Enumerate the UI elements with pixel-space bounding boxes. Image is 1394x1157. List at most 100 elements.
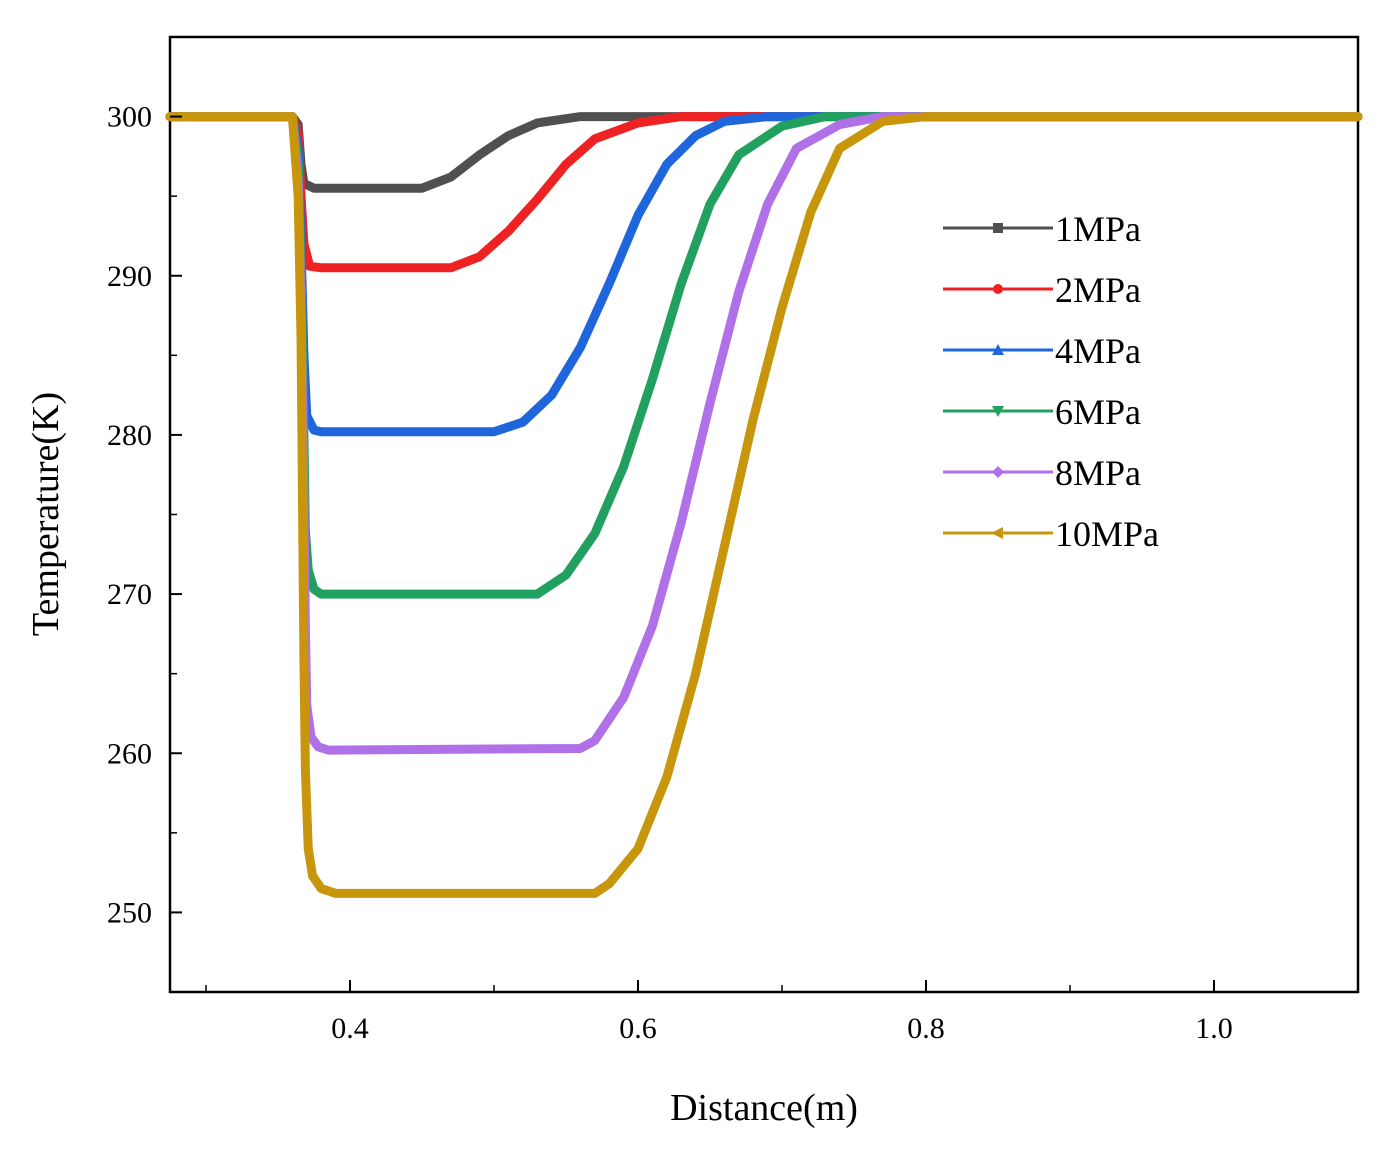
y-tick-label: 270 bbox=[107, 578, 152, 611]
data-point bbox=[533, 195, 542, 204]
series-layer bbox=[165, 112, 1363, 898]
data-point bbox=[590, 889, 599, 898]
plot-area: 0.4 0.6 0.8 1.0 250 260 270 280 290 300 bbox=[107, 35, 1363, 1045]
data-point bbox=[504, 227, 513, 236]
data-point bbox=[605, 879, 614, 888]
legend-item: 6MPa bbox=[943, 392, 1141, 432]
data-point bbox=[590, 736, 599, 745]
data-point bbox=[662, 773, 671, 782]
data-point bbox=[677, 518, 686, 527]
data-point bbox=[706, 399, 714, 408]
data-point bbox=[317, 427, 326, 436]
data-point bbox=[619, 693, 628, 702]
y-tick-label: 250 bbox=[107, 896, 152, 929]
data-point bbox=[706, 200, 714, 209]
y-tick-label: 300 bbox=[107, 101, 152, 134]
y-tick-label: 290 bbox=[107, 260, 152, 293]
data-point bbox=[562, 570, 570, 579]
data-point bbox=[310, 426, 318, 435]
legend-item: 8MPa bbox=[943, 453, 1141, 493]
legend-item: 2MPa bbox=[943, 270, 1141, 310]
data-point bbox=[418, 184, 426, 193]
data-point bbox=[297, 335, 306, 344]
x-axis-title: Distance(m) bbox=[670, 1087, 858, 1129]
legend-label: 8MPa bbox=[1055, 453, 1141, 493]
legend: 1MPa 2MPa 4MPa 6MPa 8MPa 10MPa bbox=[943, 209, 1159, 554]
data-point bbox=[310, 585, 318, 594]
data-point bbox=[299, 653, 308, 662]
data-point bbox=[576, 112, 585, 121]
legend-marker-icon bbox=[991, 527, 1003, 539]
data-point bbox=[298, 494, 307, 503]
data-point bbox=[763, 200, 772, 209]
data-point bbox=[821, 112, 830, 121]
data-point bbox=[778, 122, 786, 131]
plot-frame bbox=[168, 35, 1360, 994]
data-point bbox=[490, 427, 498, 436]
data-point bbox=[792, 144, 801, 153]
data-point bbox=[835, 120, 844, 129]
legend-label: 4MPa bbox=[1055, 331, 1141, 371]
data-point bbox=[590, 134, 599, 143]
data-point bbox=[734, 287, 743, 296]
y-axis-ticks: 250 260 270 280 290 300 bbox=[107, 36, 182, 993]
data-point bbox=[576, 744, 585, 753]
x-axis-ticks: 0.4 0.6 0.8 1.0 bbox=[205, 980, 1359, 1045]
data-point bbox=[662, 160, 671, 169]
legend-marker-icon bbox=[992, 344, 1004, 355]
data-point bbox=[806, 208, 815, 217]
data-point bbox=[475, 150, 484, 159]
data-point bbox=[294, 192, 303, 201]
data-point bbox=[518, 418, 527, 427]
legend-marker-icon bbox=[993, 223, 1003, 233]
data-point bbox=[317, 263, 326, 272]
data-point bbox=[305, 262, 314, 271]
series-line bbox=[165, 112, 1363, 898]
legend-label: 2MPa bbox=[1055, 270, 1141, 310]
data-point bbox=[576, 343, 585, 352]
data-point bbox=[677, 279, 686, 288]
legend-marker-icon bbox=[993, 284, 1003, 294]
x-tick-label: 1.0 bbox=[1195, 1012, 1233, 1045]
data-point bbox=[619, 462, 628, 471]
y-tick-label: 260 bbox=[107, 737, 152, 770]
data-point bbox=[720, 542, 729, 551]
data-point bbox=[324, 746, 333, 755]
x-tick-label: 0.8 bbox=[907, 1012, 945, 1045]
data-point bbox=[648, 621, 657, 630]
data-point bbox=[533, 118, 542, 127]
data-point bbox=[562, 160, 570, 169]
legend-label: 10MPa bbox=[1055, 514, 1159, 554]
data-point bbox=[446, 263, 455, 272]
data-point bbox=[749, 415, 758, 423]
series-line bbox=[165, 112, 1363, 193]
data-point bbox=[317, 884, 326, 893]
series-1MPa bbox=[165, 112, 1363, 193]
data-point bbox=[677, 112, 686, 121]
data-point bbox=[734, 150, 743, 159]
data-point bbox=[922, 112, 930, 121]
data-point bbox=[835, 144, 844, 153]
data-point bbox=[634, 118, 642, 127]
legend-marker-icon bbox=[992, 466, 1004, 478]
data-point bbox=[691, 669, 700, 678]
y-tick-label: 280 bbox=[107, 419, 152, 452]
series-10MPa bbox=[165, 112, 1363, 898]
data-point bbox=[720, 117, 729, 126]
data-point bbox=[301, 765, 310, 774]
data-point bbox=[763, 112, 772, 121]
x-tick-label: 0.6 bbox=[619, 1012, 657, 1045]
data-point bbox=[533, 590, 542, 599]
data-point bbox=[691, 131, 700, 140]
legend-item: 4MPa bbox=[943, 331, 1141, 371]
data-point bbox=[308, 871, 317, 880]
data-point bbox=[314, 742, 323, 751]
data-point bbox=[331, 889, 340, 898]
y-axis-title: Temperature(K) bbox=[25, 392, 67, 636]
legend-label: 6MPa bbox=[1055, 392, 1141, 432]
x-tick-label: 0.4 bbox=[331, 1012, 369, 1045]
data-point bbox=[446, 173, 455, 182]
data-point bbox=[605, 279, 614, 288]
data-point bbox=[310, 184, 318, 193]
